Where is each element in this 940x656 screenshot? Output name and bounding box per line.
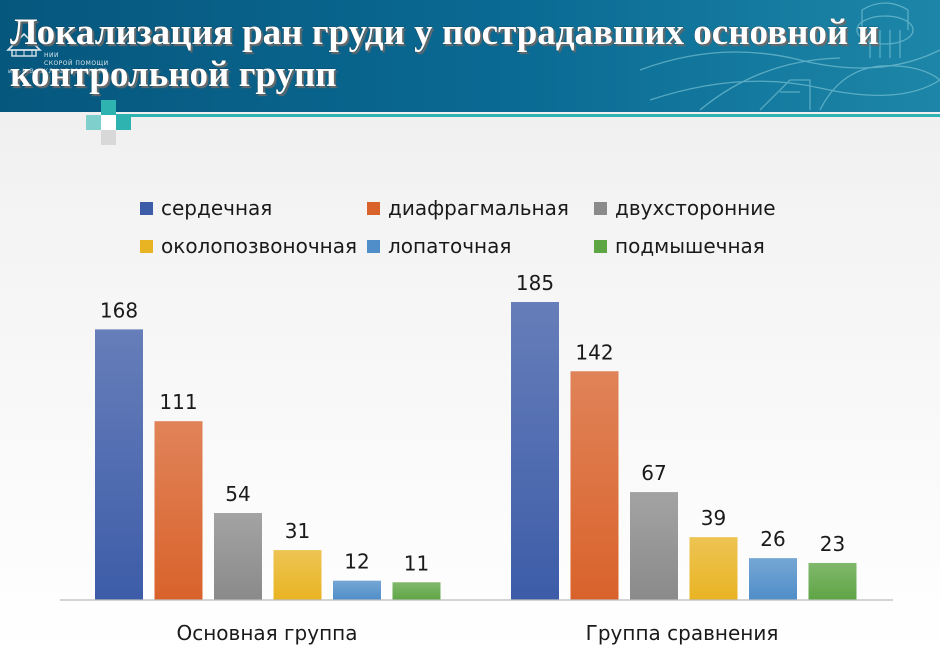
bar-двухсторонние-0 [214, 513, 262, 600]
bar-околопозвоночная-0 [273, 550, 322, 600]
legend-item-подмышечная: подмышечная [594, 234, 765, 258]
bar-околопозвоночная-1 [689, 537, 738, 600]
bar-сердечная-0 [95, 329, 143, 600]
building-icon [6, 32, 42, 57]
bar-двухсторонние-1 [630, 492, 678, 600]
data-label-двухсторонние-0: 54 [225, 482, 250, 506]
logo-line-2: СКОРОЙ ПОМОЩИ [44, 60, 109, 67]
data-label-двухсторонние-1: 67 [641, 461, 666, 485]
legend-item-сердечная: сердечная [140, 196, 272, 220]
data-label-лопаточная-1: 26 [760, 527, 785, 551]
slide-header: НИИ СКОРОЙ ПОМОЩИ им. Н.В. СКЛИФОСОВСКОГ… [0, 0, 940, 112]
data-label-околопозвоночная-1: 39 [701, 506, 726, 530]
logo-line-1: НИИ [44, 52, 59, 59]
slide-title: Локализация ран груди у пострадавших осн… [10, 12, 879, 95]
bar-диафрагмальная-1 [570, 371, 619, 600]
legend-label: лопаточная [388, 234, 511, 258]
bar-лопаточная-0 [333, 580, 381, 600]
legend-swatch [140, 240, 153, 253]
logo-line-3: им. Н.В. СКЛИФОСОВСКОГО [8, 68, 109, 75]
legend-label: подмышечная [615, 234, 765, 258]
legend-item-диафрагмальная: диафрагмальная [367, 196, 569, 220]
institute-logo: НИИ СКОРОЙ ПОМОЩИ им. Н.В. СКЛИФОСОВСКОГ… [4, 2, 124, 78]
data-label-подмышечная-0: 11 [404, 551, 429, 575]
category-label-0: Основная группа [176, 621, 357, 645]
data-label-лопаточная-0: 12 [344, 550, 369, 574]
legend-label: сердечная [161, 196, 272, 220]
category-label-1: Группа сравнения [586, 621, 779, 645]
legend-item-двухсторонние: двухсторонние [594, 196, 776, 220]
data-label-диафрагмальная-1: 142 [575, 340, 613, 364]
data-label-сердечная-0: 168 [100, 298, 138, 322]
bar-диафрагмальная-0 [154, 421, 203, 600]
header-accent-line [115, 114, 940, 117]
building-sketch-decoration [640, 2, 940, 111]
legend-swatch [367, 240, 380, 253]
data-label-околопозвоночная-0: 31 [285, 519, 310, 543]
data-label-подмышечная-1: 23 [820, 532, 845, 556]
legend-item-лопаточная: лопаточная [367, 234, 511, 258]
legend-swatch [594, 240, 607, 253]
bar-подмышечная-1 [808, 562, 857, 600]
legend-swatch [140, 202, 153, 215]
legend-swatch [367, 202, 380, 215]
legend-label: двухсторонние [615, 196, 776, 220]
data-label-диафрагмальная-0: 111 [159, 390, 197, 414]
bar-лопаточная-1 [749, 558, 797, 600]
legend-item-околопозвоночная: околопозвоночная [140, 234, 357, 258]
legend-label: околопозвоночная [161, 234, 357, 258]
bar-сердечная-1 [511, 302, 559, 600]
category-labels: Основная группа Группа сравнения [176, 621, 778, 645]
bar-подмышечная-0 [392, 582, 441, 600]
data-label-сердечная-1: 185 [516, 271, 554, 295]
legend-swatch [594, 202, 607, 215]
chart-bars: 168 111 54 31 12 11 185 142 67 39 26 23 [95, 271, 857, 600]
chart-legend: сердечная диафрагмальная двухсторонние окол… [140, 196, 776, 258]
legend-label: диафрагмальная [388, 196, 569, 220]
